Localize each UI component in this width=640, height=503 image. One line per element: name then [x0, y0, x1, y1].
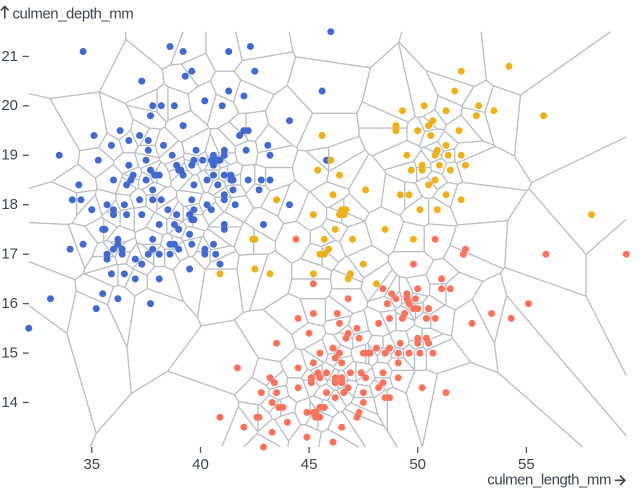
svg-text:35: 35 [83, 456, 100, 473]
svg-text:20: 20 [1, 97, 18, 114]
svg-text:19: 19 [1, 147, 18, 164]
svg-text:45: 45 [301, 456, 318, 473]
svg-text:14: 14 [1, 394, 18, 411]
svg-text:55: 55 [518, 456, 535, 473]
svg-text:17: 17 [1, 246, 18, 263]
svg-text:40: 40 [192, 456, 209, 473]
svg-text:15: 15 [1, 345, 18, 362]
svg-text:21: 21 [1, 48, 18, 65]
svg-text:50: 50 [409, 456, 426, 473]
svg-text:16: 16 [1, 295, 18, 312]
svg-text:culmen_depth_mm: culmen_depth_mm [13, 5, 134, 22]
svg-text:18: 18 [1, 196, 18, 213]
svg-text:culmen_length_mm: culmen_length_mm [487, 472, 611, 489]
